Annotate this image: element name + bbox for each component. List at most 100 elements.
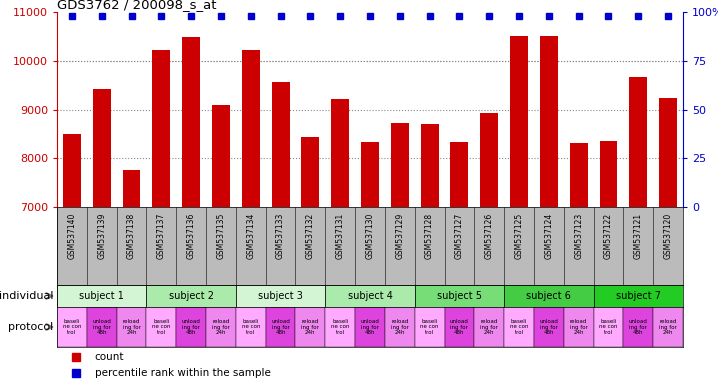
Bar (236, 307, 266, 347)
Text: GSM537127: GSM537127 (455, 212, 464, 259)
Text: GSM537125: GSM537125 (515, 212, 523, 259)
Bar (57, 285, 146, 307)
Bar (385, 307, 415, 347)
Bar (271, 82, 289, 207)
Text: reload
ing for
24h: reload ing for 24h (302, 319, 320, 335)
Text: unload
ing for
48h: unload ing for 48h (539, 319, 559, 335)
Text: subject 6: subject 6 (526, 291, 572, 301)
Text: GSM537133: GSM537133 (276, 212, 285, 259)
Text: baseli
ne con
trol: baseli ne con trol (510, 319, 528, 335)
Bar (87, 307, 116, 347)
Text: GSM537124: GSM537124 (544, 212, 554, 259)
Text: count: count (95, 352, 124, 362)
Text: GSM537129: GSM537129 (396, 212, 404, 259)
Bar (504, 307, 534, 347)
Bar (63, 134, 81, 207)
Text: GSM537123: GSM537123 (574, 212, 583, 259)
Text: subject 1: subject 1 (79, 291, 124, 301)
Bar (594, 285, 683, 307)
Bar (653, 307, 683, 347)
Bar (421, 124, 439, 207)
Bar (116, 307, 146, 347)
Bar (444, 307, 475, 347)
Bar (623, 307, 653, 347)
Bar (176, 307, 206, 347)
Text: baseli
ne con
trol: baseli ne con trol (600, 319, 617, 335)
Text: individual: individual (0, 291, 53, 301)
Text: subject 5: subject 5 (437, 291, 482, 301)
Text: baseli
ne con
trol: baseli ne con trol (420, 319, 439, 335)
Text: baseli
ne con
trol: baseli ne con trol (62, 319, 81, 335)
Text: reload
ing for
24h: reload ing for 24h (123, 319, 141, 335)
Bar (510, 36, 528, 207)
Text: GSM537130: GSM537130 (365, 212, 375, 259)
Bar (630, 77, 647, 207)
Bar (355, 307, 385, 347)
Bar (540, 36, 558, 207)
Bar (266, 307, 296, 347)
Text: unload
ing for
48h: unload ing for 48h (629, 319, 648, 335)
Bar (564, 307, 594, 347)
Bar (146, 307, 176, 347)
Bar (146, 285, 236, 307)
Text: GSM537139: GSM537139 (97, 212, 106, 259)
Text: reload
ing for
24h: reload ing for 24h (569, 319, 587, 335)
Bar (182, 37, 200, 207)
Bar (659, 98, 677, 207)
Bar (57, 307, 87, 347)
Text: unload
ing for
48h: unload ing for 48h (93, 319, 111, 335)
Text: GSM537131: GSM537131 (336, 212, 345, 259)
Bar (302, 137, 320, 207)
Text: reload
ing for
24h: reload ing for 24h (391, 319, 409, 335)
Text: GSM537140: GSM537140 (67, 212, 76, 259)
Text: GDS3762 / 200098_s_at: GDS3762 / 200098_s_at (57, 0, 217, 11)
Bar (206, 307, 236, 347)
Bar (475, 307, 504, 347)
Text: subject 3: subject 3 (258, 291, 303, 301)
Text: GSM537132: GSM537132 (306, 212, 315, 259)
Bar (415, 307, 444, 347)
Bar (236, 285, 325, 307)
Text: protocol: protocol (8, 322, 53, 332)
Text: subject 4: subject 4 (348, 291, 393, 301)
Bar (450, 142, 468, 207)
Bar (569, 143, 587, 207)
Text: GSM537126: GSM537126 (485, 212, 494, 259)
Text: reload
ing for
24h: reload ing for 24h (212, 319, 230, 335)
Text: percentile rank within the sample: percentile rank within the sample (95, 368, 271, 378)
Text: unload
ing for
48h: unload ing for 48h (182, 319, 200, 335)
Text: GSM537138: GSM537138 (127, 212, 136, 259)
Bar (480, 113, 498, 207)
Text: reload
ing for
24h: reload ing for 24h (480, 319, 498, 335)
Bar (325, 307, 355, 347)
Bar (123, 170, 141, 207)
Text: subject 7: subject 7 (616, 291, 661, 301)
Text: unload
ing for
48h: unload ing for 48h (271, 319, 290, 335)
Text: baseli
ne con
trol: baseli ne con trol (241, 319, 260, 335)
Text: GSM537136: GSM537136 (187, 212, 195, 259)
Bar (415, 285, 504, 307)
Bar (504, 285, 594, 307)
Bar (600, 141, 617, 207)
Text: GSM537120: GSM537120 (663, 212, 673, 259)
Bar (296, 307, 325, 347)
Text: GSM537121: GSM537121 (634, 212, 643, 258)
Bar (93, 89, 111, 207)
Text: GSM537134: GSM537134 (246, 212, 256, 259)
Bar (325, 285, 415, 307)
Bar (361, 142, 379, 207)
Text: unload
ing for
48h: unload ing for 48h (450, 319, 469, 335)
Text: baseli
ne con
trol: baseli ne con trol (152, 319, 171, 335)
Bar (594, 307, 623, 347)
Bar (391, 123, 409, 207)
Text: unload
ing for
48h: unload ing for 48h (360, 319, 379, 335)
Text: GSM537135: GSM537135 (216, 212, 225, 259)
Text: GSM537122: GSM537122 (604, 212, 613, 258)
Bar (242, 50, 260, 207)
Text: GSM537128: GSM537128 (425, 212, 434, 258)
Text: baseli
ne con
trol: baseli ne con trol (331, 319, 350, 335)
Text: GSM537137: GSM537137 (157, 212, 166, 259)
Text: subject 2: subject 2 (169, 291, 214, 301)
Text: reload
ing for
24h: reload ing for 24h (659, 319, 677, 335)
Bar (534, 307, 564, 347)
